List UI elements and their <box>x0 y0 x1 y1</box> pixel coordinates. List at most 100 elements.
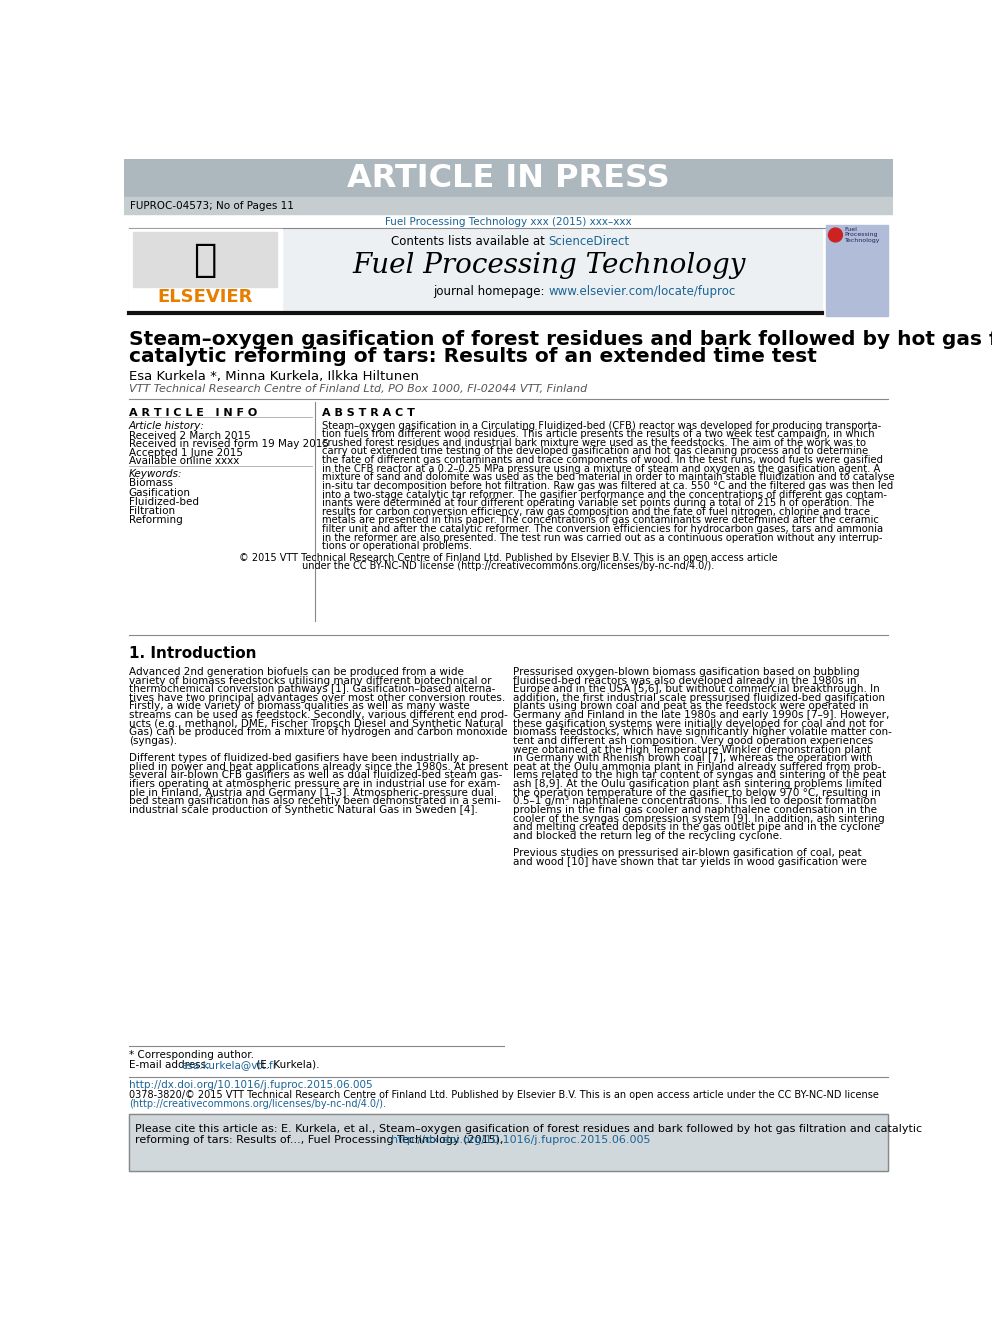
Text: ARTICLE IN PRESS: ARTICLE IN PRESS <box>347 163 670 193</box>
Text: tion fuels from different wood residues. This article presents the results of a : tion fuels from different wood residues.… <box>322 429 875 439</box>
Text: Available online xxxx: Available online xxxx <box>129 456 239 466</box>
Text: 0.5–1 g/m³ naphthalene concentrations. This led to deposit formation: 0.5–1 g/m³ naphthalene concentrations. T… <box>513 796 876 806</box>
Text: plants using brown coal and peat as the feedstock were operated in: plants using brown coal and peat as the … <box>513 701 869 712</box>
Text: carry out extended time testing of the developed gasification and hot gas cleani: carry out extended time testing of the d… <box>322 446 869 456</box>
Text: Esa Kurkela *, Minna Kurkela, Ilkka Hiltunen: Esa Kurkela *, Minna Kurkela, Ilkka Hilt… <box>129 369 419 382</box>
Text: Received 2 March 2015: Received 2 March 2015 <box>129 430 250 441</box>
Text: esa.kurkela@vtt.fi: esa.kurkela@vtt.fi <box>182 1060 276 1070</box>
Circle shape <box>828 228 842 242</box>
Text: addition, the first industrial scale pressurised fluidized-bed gasification: addition, the first industrial scale pre… <box>513 693 885 703</box>
Text: bed steam gasification has also recently been demonstrated in a semi-: bed steam gasification has also recently… <box>129 796 500 806</box>
Text: problems in the final gas cooler and naphthalene condensation in the: problems in the final gas cooler and nap… <box>513 804 877 815</box>
Text: Gasification: Gasification <box>129 488 190 497</box>
Text: Steam–oxygen gasification in a Circulating Fluidized-bed (CFB) reactor was devel: Steam–oxygen gasification in a Circulati… <box>322 421 882 430</box>
Text: catalytic reforming of tars: Results of an extended time test: catalytic reforming of tars: Results of … <box>129 347 816 365</box>
Text: mixture of sand and dolomite was used as the bed material in order to maintain s: mixture of sand and dolomite was used as… <box>322 472 895 483</box>
Text: Contents lists available at: Contents lists available at <box>391 235 549 249</box>
Text: 1. Introduction: 1. Introduction <box>129 646 256 662</box>
Bar <box>133 232 277 287</box>
Text: Keywords:: Keywords: <box>129 470 183 479</box>
Text: lems related to the high tar content of syngas and sintering of the peat: lems related to the high tar content of … <box>513 770 886 781</box>
Bar <box>124 197 893 214</box>
Text: these gasification systems were initially developed for coal and not for: these gasification systems were initiall… <box>513 718 884 729</box>
Text: Europe and in the USA [5,6], but without commercial breakthrough. In: Europe and in the USA [5,6], but without… <box>513 684 880 695</box>
Text: Accepted 1 June 2015: Accepted 1 June 2015 <box>129 447 243 458</box>
Text: (http://creativecommons.org/licenses/by-nc-nd/4.0/).: (http://creativecommons.org/licenses/by-… <box>129 1099 386 1109</box>
Text: inants were determined at four different operating variable set points during a : inants were determined at four different… <box>322 499 875 508</box>
Text: results for carbon conversion efficiency, raw gas composition and the fate of fu: results for carbon conversion efficiency… <box>322 507 871 517</box>
Text: and wood [10] have shown that tar yields in wood gasification were: and wood [10] have shown that tar yields… <box>513 857 867 867</box>
Bar <box>129 229 282 312</box>
Text: tions or operational problems.: tions or operational problems. <box>322 541 472 552</box>
Text: and blocked the return leg of the recycling cyclone.: and blocked the return leg of the recycl… <box>513 831 783 841</box>
Text: ucts (e.g., methanol, DME, Fischer Tropsch Diesel and Synthetic Natural: ucts (e.g., methanol, DME, Fischer Trops… <box>129 718 503 729</box>
Text: tent and different ash composition. Very good operation experiences: tent and different ash composition. Very… <box>513 736 873 746</box>
Text: plied in power and heat applications already since the 1980s. At present: plied in power and heat applications alr… <box>129 762 508 771</box>
Text: fluidised-bed reactors was also developed already in the 1980s in: fluidised-bed reactors was also develope… <box>513 676 856 685</box>
Bar <box>826 225 888 316</box>
Bar <box>129 229 821 312</box>
Text: Germany and Finland in the late 1980s and early 1990s [7–9]. However,: Germany and Finland in the late 1980s an… <box>513 710 890 720</box>
Text: Steam–oxygen gasification of forest residues and bark followed by hot gas filtra: Steam–oxygen gasification of forest resi… <box>129 329 992 349</box>
Text: Different types of fluidized-bed gasifiers have been industrially ap-: Different types of fluidized-bed gasifie… <box>129 753 479 763</box>
Text: streams can be used as feedstock. Secondly, various different end prod-: streams can be used as feedstock. Second… <box>129 710 508 720</box>
Text: 0378-3820/© 2015 VTT Technical Research Centre of Finland Ltd. Published by Else: 0378-3820/© 2015 VTT Technical Research … <box>129 1090 879 1101</box>
Text: under the CC BY-NC-ND license (http://creativecommons.org/licenses/by-nc-nd/4.0/: under the CC BY-NC-ND license (http://cr… <box>303 561 714 570</box>
Text: in Germany with Rhenish brown coal [7], whereas the operation with: in Germany with Rhenish brown coal [7], … <box>513 753 873 763</box>
Text: into a two-stage catalytic tar reformer. The gasifier performance and the concen: into a two-stage catalytic tar reformer.… <box>322 490 888 500</box>
Bar <box>129 1114 888 1171</box>
Text: 🌳: 🌳 <box>192 241 216 279</box>
Text: ifiers operating at atmospheric pressure are in industrial use for exam-: ifiers operating at atmospheric pressure… <box>129 779 500 789</box>
Text: filter unit and after the catalytic reformer. The conversion efficiencies for hy: filter unit and after the catalytic refo… <box>322 524 884 534</box>
Text: A B S T R A C T: A B S T R A C T <box>322 409 416 418</box>
Text: in the reformer are also presented. The test run was carried out as a continuous: in the reformer are also presented. The … <box>322 533 883 542</box>
Text: cooler of the syngas compression system [9]. In addition, ash sintering: cooler of the syngas compression system … <box>513 814 885 824</box>
Text: Fuel
Processing
Technology: Fuel Processing Technology <box>845 226 880 243</box>
Text: Filtration: Filtration <box>129 505 175 516</box>
Text: http://dx.doi.org/10.1016/j.fuproc.2015.06.005: http://dx.doi.org/10.1016/j.fuproc.2015.… <box>391 1135 650 1146</box>
Text: Please cite this article as: E. Kurkela, et al., Steam–oxygen gasification of fo: Please cite this article as: E. Kurkela,… <box>135 1123 922 1134</box>
Text: http://dx.doi.org/10.1016/j.fuproc.2015.06.005: http://dx.doi.org/10.1016/j.fuproc.2015.… <box>129 1081 372 1090</box>
Text: peat at the Oulu ammonia plant in Finland already suffered from prob-: peat at the Oulu ammonia plant in Finlan… <box>513 762 881 771</box>
Text: Fuel Processing Technology xxx (2015) xxx–xxx: Fuel Processing Technology xxx (2015) xx… <box>385 217 632 228</box>
Text: several air-blown CFB gasifiers as well as dual fluidized-bed steam gas-: several air-blown CFB gasifiers as well … <box>129 770 502 781</box>
Text: ScienceDirect: ScienceDirect <box>549 235 630 249</box>
Text: Fuel Processing Technology: Fuel Processing Technology <box>352 251 745 279</box>
Bar <box>129 1114 888 1171</box>
Text: © 2015 VTT Technical Research Centre of Finland Ltd. Published by Elsevier B.V. : © 2015 VTT Technical Research Centre of … <box>239 553 778 564</box>
Text: Firstly, a wide variety of biomass qualities as well as many waste: Firstly, a wide variety of biomass quali… <box>129 701 469 712</box>
Text: the fate of different gas contaminants and trace components of wood. In the test: the fate of different gas contaminants a… <box>322 455 884 466</box>
Text: Article history:: Article history: <box>129 421 204 430</box>
Text: the operation temperature of the gasifier to below 970 °C, resulting in: the operation temperature of the gasifie… <box>513 787 881 798</box>
Text: crushed forest residues and industrial bark mixture were used as the feedstocks.: crushed forest residues and industrial b… <box>322 438 866 447</box>
Text: (syngas).: (syngas). <box>129 736 177 746</box>
Text: in the CFB reactor at a 0.2–0.25 MPa pressure using a mixture of steam and oxyge: in the CFB reactor at a 0.2–0.25 MPa pre… <box>322 463 881 474</box>
Text: Pressurised oxygen-blown biomass gasification based on bubbling: Pressurised oxygen-blown biomass gasific… <box>513 667 860 677</box>
Text: metals are presented in this paper. The concentrations of gas contaminants were : metals are presented in this paper. The … <box>322 516 879 525</box>
Text: FUPROC-04573; No of Pages 11: FUPROC-04573; No of Pages 11 <box>130 201 294 210</box>
Text: Gas) can be produced from a mixture of hydrogen and carbon monoxide: Gas) can be produced from a mixture of h… <box>129 728 507 737</box>
Text: Biomass: Biomass <box>129 479 173 488</box>
Text: in-situ tar decomposition before hot filtration. Raw gas was filtered at ca. 550: in-situ tar decomposition before hot fil… <box>322 482 894 491</box>
Text: tives have two principal advantages over most other conversion routes.: tives have two principal advantages over… <box>129 693 505 703</box>
Text: ple in Finland, Austria and Germany [1–3]. Atmospheric-pressure dual: ple in Finland, Austria and Germany [1–3… <box>129 787 493 798</box>
Text: Fluidized-bed: Fluidized-bed <box>129 497 198 507</box>
Text: reforming of tars: Results of..., Fuel Processing Technology (2015),: reforming of tars: Results of..., Fuel P… <box>135 1135 507 1146</box>
Text: journal homepage:: journal homepage: <box>434 284 549 298</box>
Text: variety of biomass feedstocks utilising many different biotechnical or: variety of biomass feedstocks utilising … <box>129 676 491 685</box>
Text: Advanced 2nd generation biofuels can be produced from a wide: Advanced 2nd generation biofuels can be … <box>129 667 463 677</box>
Text: were obtained at the High Temperature Winkler demonstration plant: were obtained at the High Temperature Wi… <box>513 745 871 754</box>
Text: thermochemical conversion pathways [1]. Gasification–based alterna-: thermochemical conversion pathways [1]. … <box>129 684 495 695</box>
Text: * Corresponding author.: * Corresponding author. <box>129 1050 254 1061</box>
Text: ash [8,9]. At the Oulu gasification plant ash sintering problems limited: ash [8,9]. At the Oulu gasification plan… <box>513 779 882 789</box>
Text: Received in revised form 19 May 2015: Received in revised form 19 May 2015 <box>129 439 328 448</box>
Text: Previous studies on pressurised air-blown gasification of coal, peat: Previous studies on pressurised air-blow… <box>513 848 862 859</box>
Text: Reforming: Reforming <box>129 515 183 525</box>
Text: industrial scale production of Synthetic Natural Gas in Sweden [4].: industrial scale production of Synthetic… <box>129 804 477 815</box>
Bar <box>124 159 893 197</box>
Text: biomass feedstocks, which have significantly higher volatile matter con-: biomass feedstocks, which have significa… <box>513 728 892 737</box>
Text: A R T I C L E   I N F O: A R T I C L E I N F O <box>129 409 257 418</box>
Text: ELSEVIER: ELSEVIER <box>157 288 252 307</box>
Text: E-mail address:: E-mail address: <box>129 1060 212 1070</box>
Text: www.elsevier.com/locate/fuproc: www.elsevier.com/locate/fuproc <box>549 284 736 298</box>
